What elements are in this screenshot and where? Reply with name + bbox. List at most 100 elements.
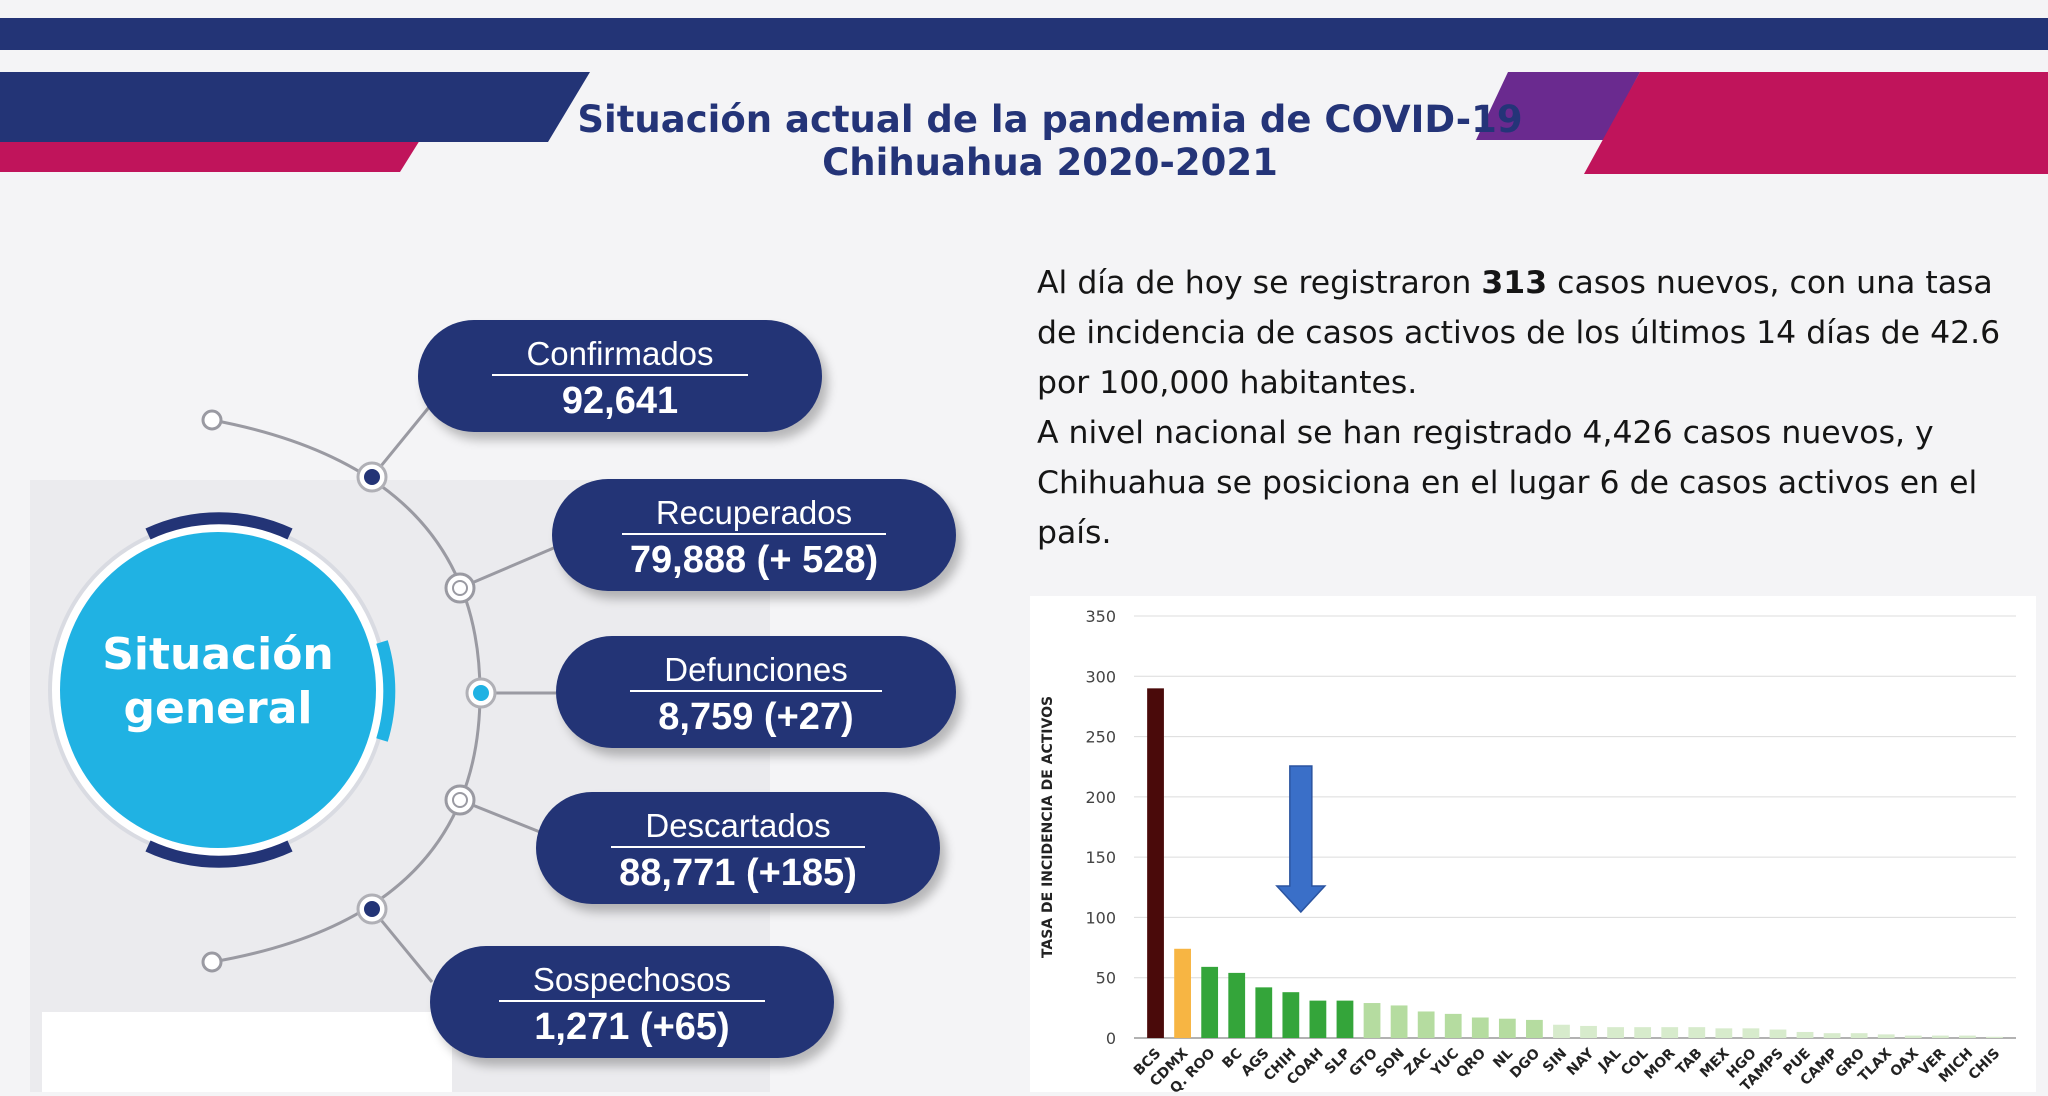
y-axis-label: TASA DE INCIDENCIA DE ACTIVOS [1040, 696, 1056, 958]
y-tick-label: 0 [1106, 1029, 1116, 1048]
bar-son [1390, 1005, 1408, 1038]
central-circle-fill [60, 532, 376, 848]
endpoint-node-top [201, 409, 223, 431]
node-descartados-core [452, 792, 468, 808]
x-tick-label: GTO [1346, 1045, 1381, 1080]
stat-pill-descartados: Descartados 88,771 (+185) [536, 792, 940, 904]
bar-mich [1959, 1035, 1976, 1038]
x-tick-label: ZAC [1402, 1046, 1435, 1079]
stat-value: 1,271 (+65) [534, 1006, 730, 1048]
bar-oax [1904, 1035, 1922, 1038]
x-tick-label: MEX [1697, 1045, 1733, 1081]
y-tick-label: 100 [1085, 908, 1116, 927]
bar-ags [1255, 987, 1273, 1038]
y-tick-label: 200 [1085, 788, 1116, 807]
summary-text: Al día de hoy se registraron 313 casos n… [1037, 258, 2037, 558]
incidence-chart-panel: 0 50 100 150 200 250 300 350 TASA DE INCIDENCIA … [1030, 596, 2036, 1096]
y-tick-label: 150 [1085, 848, 1116, 867]
stat-pill-defunciones: Defunciones 8,759 (+27) [556, 636, 956, 748]
y-tick-label: 50 [1096, 969, 1116, 988]
stat-label: Descartados [611, 806, 865, 848]
node-defunciones-core [473, 685, 489, 701]
central-label: Situación general [60, 628, 376, 736]
summary-paragraph-2: A nivel nacional se han registrado 4,426… [1037, 415, 1978, 551]
x-tick-label: DGO [1507, 1045, 1543, 1081]
x-tick-label: OAX [1887, 1045, 1922, 1080]
bar-gto [1363, 1003, 1381, 1038]
ring-arc-right [376, 640, 396, 742]
bar-qro [1471, 1017, 1489, 1038]
stat-pill-recuperados: Recuperados 79,888 (+ 528) [552, 479, 956, 591]
header-bands [0, 18, 2048, 174]
node-sospechosos-core [364, 901, 380, 917]
top-navy-band [0, 18, 2048, 50]
stat-value: 8,759 (+27) [658, 696, 854, 738]
bar-bc [1228, 972, 1246, 1038]
connector-line-recuperados [459, 545, 557, 590]
left-magenta-band [0, 140, 420, 172]
y-tick-label: 350 [1085, 607, 1116, 626]
bar-pue [1796, 1031, 1814, 1038]
right-purple-band [1476, 72, 1640, 140]
bar-qroo [1201, 966, 1219, 1038]
endpoint-node-bottom [201, 951, 223, 973]
stat-value: 79,888 (+ 528) [629, 539, 879, 581]
bar-zac [1417, 1011, 1435, 1038]
ring-arc-bottom [145, 840, 293, 868]
x-tick-label: SON [1373, 1046, 1408, 1081]
node-confirmados-core [364, 469, 380, 485]
stat-pill-confirmados: Confirmados 92,641 [418, 320, 822, 432]
stat-value: 88,771 (+185) [619, 852, 857, 894]
bar-hgo [1742, 1028, 1760, 1038]
summary-p1-after: casos nuevos, con una tasa de incidencia… [1037, 265, 2001, 401]
bar-mor [1661, 1027, 1679, 1038]
node-recuperados-core [452, 580, 468, 596]
new-cases-count: 313 [1481, 265, 1548, 301]
bar-tab [1688, 1027, 1706, 1038]
stat-label: Sospechosos [498, 960, 766, 1002]
x-tick-label: SIN [1540, 1046, 1570, 1076]
connector-line-sospechosos [370, 908, 434, 983]
central-label-line-1: Situación [102, 629, 334, 680]
bar-chih [1282, 992, 1300, 1038]
bg-panel-corner [42, 1012, 452, 1092]
y-tick-label: 300 [1085, 667, 1116, 686]
page-title: Situación actual de la pandemia de COVID… [500, 98, 1600, 184]
bar-camp [1823, 1033, 1841, 1038]
connector-diagram [201, 405, 557, 983]
stat-label: Defunciones [630, 650, 882, 692]
summary-paragraph-1: Al día de hoy se registraron 313 casos n… [1037, 258, 2037, 408]
incidence-bar-chart: 0 50 100 150 200 250 300 350 TASA DE INCIDENCIA … [1040, 607, 2016, 1096]
bar-jal [1607, 1027, 1624, 1038]
x-tick-label: QRO [1453, 1045, 1489, 1081]
bar-nl [1498, 1018, 1516, 1038]
bar-mex [1715, 1028, 1733, 1038]
x-tick-label: NAY [1564, 1045, 1598, 1079]
bar-coah [1309, 1000, 1327, 1038]
bar-bcs [1147, 688, 1164, 1038]
bar-col [1634, 1027, 1652, 1038]
summary-p1-before: Al día de hoy se registraron [1037, 265, 1482, 301]
central-circle-graphic [48, 512, 396, 868]
x-tick-label: MOR [1641, 1045, 1678, 1082]
central-label-line-2: general [123, 683, 313, 734]
bar-tamps [1769, 1029, 1787, 1038]
title-line-1: Situación actual de la pandemia de COVID… [577, 98, 1523, 141]
x-tick-label: SLP [1322, 1046, 1354, 1078]
y-tick-label: 250 [1085, 728, 1116, 747]
stat-pill-sospechosos: Sospechosos 1,271 (+65) [430, 946, 834, 1058]
bar-nay [1580, 1025, 1597, 1038]
bar-slp [1336, 1000, 1354, 1038]
right-magenta-band [1584, 72, 2048, 174]
title-line-2: Chihuahua 2020-2021 [822, 141, 1278, 184]
bar-sin [1553, 1024, 1570, 1038]
highlight-arrow [1275, 765, 1327, 914]
bar-cdmx [1174, 948, 1191, 1038]
bar-tlax [1877, 1034, 1895, 1038]
bar-ver [1931, 1035, 1949, 1038]
stat-label: Confirmados [492, 334, 748, 376]
stat-label: Recuperados [621, 493, 887, 535]
x-tick-label: CHIS [1966, 1046, 2004, 1084]
bar-dgo [1526, 1019, 1543, 1038]
